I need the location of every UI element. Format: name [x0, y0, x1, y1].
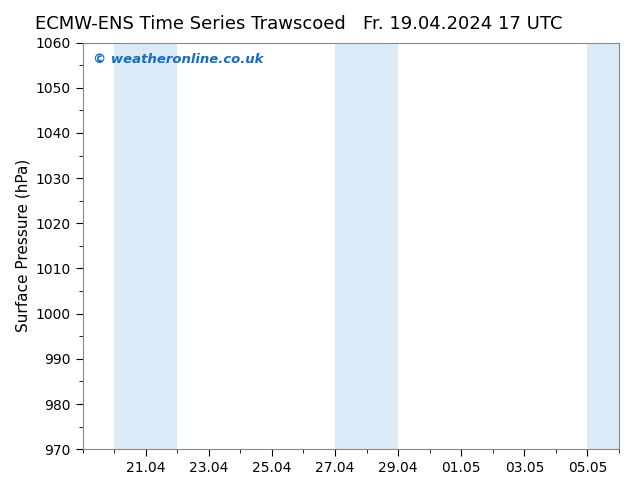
Bar — [335, 43, 398, 449]
Bar — [114, 43, 178, 449]
Text: © weatheronline.co.uk: © weatheronline.co.uk — [93, 53, 264, 66]
Text: Fr. 19.04.2024 17 UTC: Fr. 19.04.2024 17 UTC — [363, 15, 562, 33]
Y-axis label: Surface Pressure (hPa): Surface Pressure (hPa) — [15, 159, 30, 333]
Text: ECMW-ENS Time Series Trawscoed: ECMW-ENS Time Series Trawscoed — [35, 15, 346, 33]
Bar — [588, 43, 619, 449]
